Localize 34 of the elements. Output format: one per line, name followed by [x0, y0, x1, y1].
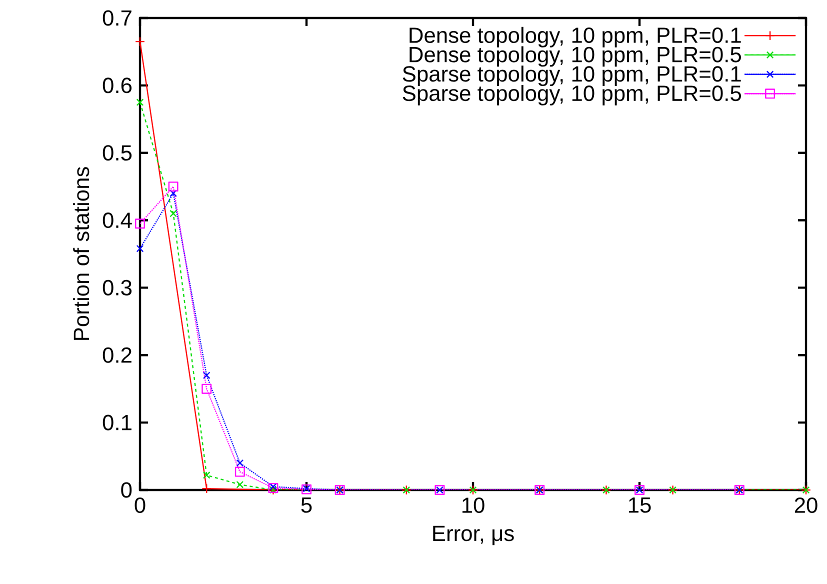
legend-label: Sparse topology, 10 ppm, PLR=0.1	[402, 66, 741, 86]
x-tick-label: 10	[462, 497, 484, 514]
x-axis-title: Error, μs	[433, 526, 514, 546]
y-tick-label: 0.5	[102, 145, 132, 161]
x-tick-label: 15	[628, 498, 651, 513]
x-tick-label: 20	[794, 497, 818, 514]
point	[268, 482, 278, 493]
point	[236, 480, 244, 488]
point	[202, 372, 210, 380]
point	[236, 459, 244, 467]
point	[136, 244, 144, 252]
point	[202, 384, 212, 394]
legend-label: Dense topology, 10 ppm, PLR=0.5	[410, 46, 741, 67]
x-tick-label: 0	[134, 497, 146, 514]
y-tick-label: 0.3	[102, 280, 132, 296]
y-tick-label: 0.2	[102, 347, 132, 363]
point	[234, 466, 245, 477]
point	[168, 182, 178, 192]
legend-label: Dense topology, 10 ppm, PLR=0.1	[410, 26, 741, 48]
y-axis-title: Portion of stations	[73, 167, 90, 340]
point	[135, 218, 145, 229]
point	[136, 98, 144, 106]
point	[202, 471, 210, 479]
point	[170, 190, 178, 198]
x-tick-label: 5	[301, 498, 312, 513]
point	[170, 210, 178, 218]
y-tick-label: 0.7	[102, 10, 132, 26]
legend-label: Sparse topology, 10 ppm, PLR=0.5	[402, 84, 741, 106]
y-tick-label: 0.1	[102, 414, 132, 430]
point	[135, 36, 145, 47]
y-tick-label: 0.6	[102, 78, 132, 94]
y-tick-label: 0	[121, 482, 132, 498]
point	[202, 484, 212, 494]
y-tick-label: 0.4	[102, 212, 132, 228]
